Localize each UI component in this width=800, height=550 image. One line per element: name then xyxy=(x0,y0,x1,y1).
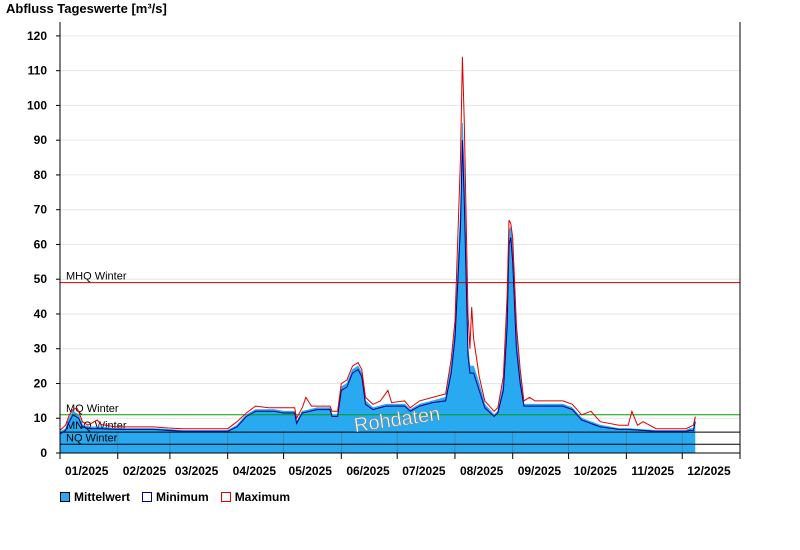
y-tick-label: 10 xyxy=(34,411,48,425)
maximum-line xyxy=(59,56,696,431)
y-tick-label: 30 xyxy=(34,342,48,356)
legend-label: Maximum xyxy=(234,490,291,504)
x-tick-label: 02/2025 xyxy=(123,464,167,478)
reference-line-label: NQ Winter xyxy=(66,432,118,444)
tick-labels-layer: 0 10 20 30 40 50 60 70 80 90 100 110 120 01/2025 02/20… xyxy=(27,29,731,478)
legend-label: Minimum xyxy=(156,490,209,504)
legend-item-minimum: Minimum xyxy=(142,490,209,504)
area-layer xyxy=(60,122,696,454)
reference-line-label: MNQ Winter xyxy=(66,420,127,432)
reference-line-label: MHQ Winter xyxy=(66,271,127,283)
x-tick-label: 01/2025 xyxy=(65,464,109,478)
y-tick-label: 110 xyxy=(28,64,48,78)
mean-line xyxy=(59,122,696,433)
y-tick-label: 90 xyxy=(34,133,48,147)
legend-item-maximum: Maximum xyxy=(220,490,291,504)
x-tick-label: 04/2025 xyxy=(233,464,277,478)
series-lines-layer xyxy=(59,56,696,435)
minimum-line xyxy=(59,140,696,435)
x-tick-label: 05/2025 xyxy=(289,464,333,478)
mean-area xyxy=(60,122,696,454)
y-tick-label: 0 xyxy=(40,446,47,460)
grid-layer xyxy=(60,35,740,419)
x-tick-label: 10/2025 xyxy=(574,464,618,478)
y-tick-label: 120 xyxy=(27,29,47,43)
y-tick-label: 60 xyxy=(34,237,48,251)
y-tick-label: 100 xyxy=(27,98,47,112)
y-tick-label: 80 xyxy=(34,168,48,182)
x-tick-label: 06/2025 xyxy=(346,464,390,478)
legend-swatch xyxy=(142,492,153,502)
legend-label: Mittelwert xyxy=(74,490,131,504)
y-tick-label: 20 xyxy=(34,376,48,390)
axes-layer xyxy=(56,22,741,459)
x-tick-label: 11/2025 xyxy=(631,464,674,478)
x-tick-label: 08/2025 xyxy=(460,464,504,478)
y-tick-label: 40 xyxy=(34,307,48,321)
legend-swatch xyxy=(220,492,231,502)
legend-item-mittelwert: Mittelwert xyxy=(60,490,130,504)
x-tick-label: 09/2025 xyxy=(518,464,562,478)
y-tick-label: 70 xyxy=(34,203,48,217)
legend-swatch xyxy=(60,492,70,502)
chart-title: Abfluss Tageswerte [m³/s] xyxy=(6,1,167,16)
x-tick-label: 03/2025 xyxy=(175,464,219,478)
legend: Mittelwert Minimum Maximum xyxy=(60,490,290,504)
x-tick-label: 12/2025 xyxy=(687,464,731,478)
x-tick-label: 07/2025 xyxy=(402,464,446,478)
y-tick-label: 50 xyxy=(34,272,48,286)
